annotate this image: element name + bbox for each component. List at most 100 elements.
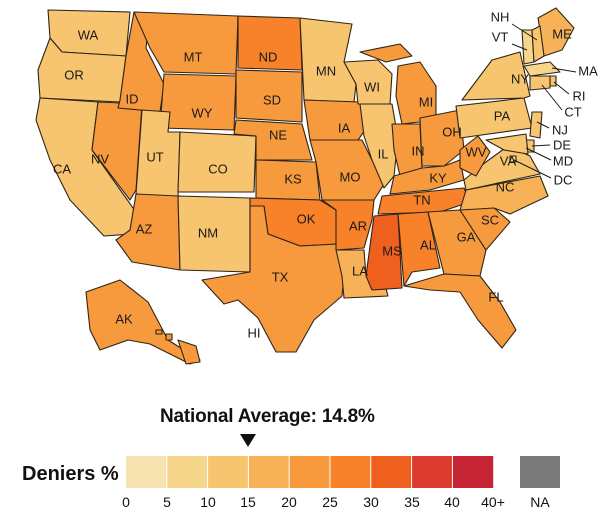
state-label-oh: OH (442, 124, 462, 139)
state-ct (529, 75, 551, 91)
state-label-ms: MS (382, 243, 402, 258)
state-label-ma: MA (578, 63, 598, 78)
state-md (485, 133, 529, 155)
legend-swatch-8 (452, 456, 494, 488)
legend-swatch-7 (411, 456, 453, 488)
state-label-ak: AK (115, 311, 133, 326)
state-label-id: ID (126, 91, 139, 106)
state-label-wi: WI (364, 79, 380, 94)
state-label-wv: WV (466, 144, 487, 159)
state-label-nc: NC (496, 179, 515, 194)
legend-na-label: NA (530, 494, 550, 510)
state-label-il: IL (378, 146, 389, 161)
legend-swatch-3 (248, 456, 290, 488)
legend-tick-label: 35 (404, 494, 420, 510)
state-tx (201, 205, 347, 353)
state-sd (235, 69, 303, 123)
state-label-ga: GA (457, 229, 476, 244)
state-label-nd: ND (259, 49, 278, 64)
legend-tick-label: 10 (200, 494, 216, 510)
state-label-in: IN (412, 143, 425, 158)
legend-tick-label: 30 (363, 494, 379, 510)
legend-tick-label: 40 (444, 494, 460, 510)
state-ar (321, 199, 375, 251)
state-label-ne: NE (269, 127, 287, 142)
state-ia (303, 99, 369, 141)
state-ny (461, 51, 531, 101)
legend-na-swatch (520, 456, 560, 488)
state-nj (529, 111, 543, 139)
state-label-al: AL (420, 237, 436, 252)
state-label-me: ME (552, 26, 572, 41)
national-average-marker (240, 434, 256, 447)
state-label-mi: MI (419, 94, 433, 109)
state-label-mn: MN (316, 63, 336, 78)
legend-tick-label: 25 (322, 494, 338, 510)
state-label-nm: NM (198, 225, 218, 240)
state-hi (155, 329, 201, 365)
state-al (397, 211, 441, 287)
legend-swatch-2 (207, 456, 249, 488)
state-label-ia: IA (338, 120, 351, 135)
legend-tick-label: 15 (240, 494, 256, 510)
state-label-ct: CT (564, 104, 581, 119)
state-label-va: VA (500, 153, 517, 168)
legend-swatch-4 (289, 456, 330, 488)
state-ga (427, 209, 487, 277)
state-label-sd: SD (263, 92, 281, 107)
legend-tick-label: 40+ (481, 494, 505, 510)
state-il (359, 103, 399, 189)
state-label-mt: MT (184, 49, 203, 64)
callout-lines (511, 23, 577, 179)
legend-swatch-1 (166, 456, 208, 488)
state-label-pa: PA (494, 108, 511, 123)
state-label-ok: OK (297, 211, 316, 226)
state-ak (85, 279, 201, 365)
legend-swatch-5 (330, 456, 371, 488)
state-tn (377, 187, 471, 215)
state-ky (389, 159, 465, 195)
legend-swatch-6 (370, 456, 412, 488)
callout-line-ct (541, 84, 563, 111)
states-layer (35, 7, 575, 365)
state-label-ky: KY (429, 170, 447, 185)
callout-line-nh (511, 23, 538, 41)
state-ms (365, 213, 403, 291)
state-ma (523, 61, 561, 77)
callout-line-ma (551, 67, 577, 73)
state-fl (403, 273, 517, 349)
state-ri (549, 75, 557, 87)
state-label-sc: SC (481, 212, 499, 227)
state-label-az: AZ (136, 221, 153, 236)
state-label-tx: TX (272, 269, 289, 284)
state-label-vt: VT (492, 29, 509, 44)
state-oh (419, 109, 465, 167)
state-label-nj: NJ (552, 122, 568, 137)
state-label-hi: HI (248, 325, 261, 340)
legend-tick-label: 5 (163, 494, 171, 510)
legend-color-scale (126, 456, 560, 488)
state-label-nv: NV (91, 151, 109, 166)
state-label-tn: TN (413, 192, 430, 207)
state-nh (531, 25, 545, 63)
state-label-ks: KS (284, 171, 302, 186)
callout-line-de (531, 144, 551, 147)
state-label-ca: CA (53, 161, 71, 176)
state-label-fl: FL (488, 289, 503, 304)
state-label-wy: WY (192, 105, 213, 120)
callout-line-ri (553, 81, 570, 95)
state-label-la: LA (352, 263, 368, 278)
state-label-dc: DC (554, 172, 573, 187)
state-label-nh: NH (491, 9, 510, 24)
legend-tick-label: 0 (122, 494, 130, 510)
callout-line-md (525, 147, 552, 161)
legend-swatch-0 (126, 456, 167, 488)
state-label-ny: NY (511, 71, 529, 86)
state-label-or: OR (64, 67, 84, 82)
legend-tick-label: 20 (281, 494, 297, 510)
state-label-wa: WA (78, 27, 99, 42)
state-nc (459, 175, 549, 215)
state-co (177, 131, 257, 193)
legend-title: Deniers % (22, 463, 119, 485)
